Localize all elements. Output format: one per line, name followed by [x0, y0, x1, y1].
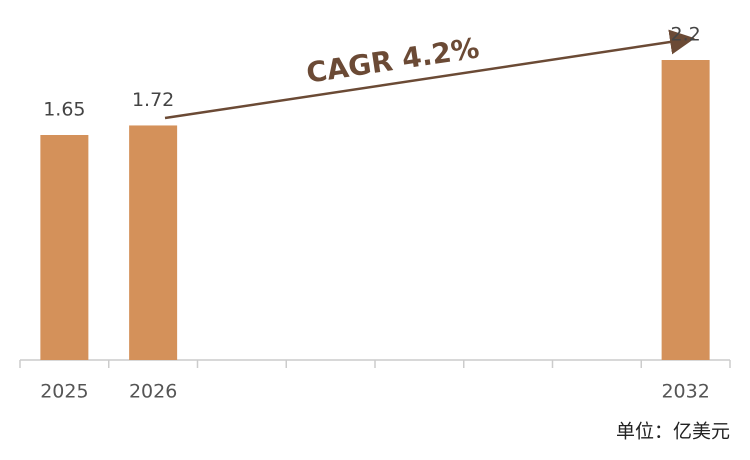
x-tick-label: 2025 [40, 381, 88, 403]
bar [661, 60, 710, 360]
x-tick-label: 2026 [129, 381, 177, 403]
unit-note: 单位：亿美元 [616, 421, 730, 443]
bar [40, 135, 89, 360]
data-label: 1.65 [43, 99, 85, 121]
x-tick-label: 2032 [661, 381, 709, 403]
cagr-label: CAGR 4.2% [304, 31, 481, 89]
bar [129, 125, 178, 360]
cagr-arrow [164, 29, 695, 120]
data-label: 1.72 [132, 89, 174, 111]
data-label: 2.2 [671, 24, 701, 46]
